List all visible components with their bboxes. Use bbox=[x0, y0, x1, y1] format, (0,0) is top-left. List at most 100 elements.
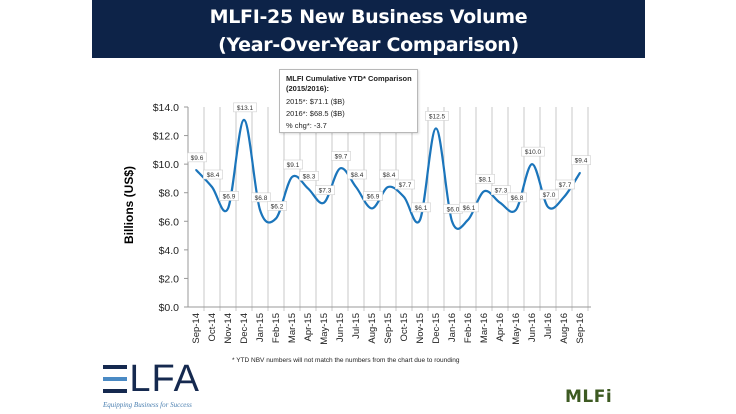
data-label-box bbox=[315, 185, 335, 196]
data-point bbox=[227, 207, 229, 210]
data-point bbox=[499, 201, 501, 204]
ytd-comparison-box: MLFI Cumulative YTD* Comparison (2015/20… bbox=[279, 69, 418, 133]
y-tick-label: $4.0 bbox=[159, 245, 180, 257]
data-point bbox=[195, 169, 197, 171]
data-label-box bbox=[283, 159, 303, 170]
y-tick-label: $6.0 bbox=[159, 216, 180, 228]
data-point bbox=[339, 167, 341, 170]
footnote: * YTD NBV numbers will not match the num… bbox=[232, 357, 460, 364]
y-axis-label: Billions (US$) bbox=[122, 165, 136, 245]
x-tick-label: Aug-16 bbox=[559, 313, 570, 344]
elfa-logo-text: ELFA bbox=[103, 360, 200, 398]
x-tick-label: Nov-15 bbox=[415, 313, 426, 344]
x-tick-label: Dec-14 bbox=[239, 313, 250, 344]
data-label: $7.7 bbox=[559, 182, 572, 189]
elfa-stripe-bottom bbox=[103, 389, 127, 393]
y-tick-label: $2.0 bbox=[159, 273, 180, 285]
data-label-box bbox=[491, 185, 511, 196]
data-label-box bbox=[267, 201, 287, 211]
x-tick-label: Jun-16 bbox=[527, 313, 538, 342]
data-point bbox=[419, 219, 421, 221]
elfa-tagline: Equipping Business for Success bbox=[103, 401, 192, 409]
data-label: $6.0 bbox=[447, 206, 460, 213]
data-label: $7.0 bbox=[543, 192, 556, 199]
data-label: $6.1 bbox=[463, 205, 476, 212]
data-label-box bbox=[425, 111, 449, 121]
data-label-box bbox=[331, 151, 351, 161]
elfa-logo-letters: LFA bbox=[129, 358, 200, 400]
x-tick-label: Apr-15 bbox=[303, 313, 314, 342]
data-label-box bbox=[347, 169, 367, 180]
data-label: $6.8 bbox=[511, 195, 524, 202]
x-tick-label: Aug-15 bbox=[367, 313, 378, 344]
data-label-box bbox=[251, 192, 271, 203]
data-label-box bbox=[411, 202, 431, 213]
data-label-box bbox=[187, 152, 207, 163]
data-point bbox=[211, 186, 213, 188]
x-tick-label: Jul-15 bbox=[351, 313, 362, 339]
data-point bbox=[355, 186, 357, 188]
data-label: $10.0 bbox=[525, 149, 542, 156]
x-tick-label: Feb-16 bbox=[463, 313, 474, 343]
x-tick-label: Sep-16 bbox=[575, 313, 586, 344]
data-label-box bbox=[219, 191, 239, 201]
data-label-box bbox=[395, 179, 415, 190]
y-tick-label: $10.0 bbox=[153, 159, 179, 171]
data-point bbox=[275, 217, 277, 220]
data-label-box bbox=[299, 171, 319, 181]
data-label-box bbox=[459, 202, 479, 213]
data-label: $9.1 bbox=[287, 162, 300, 169]
x-tick-label: Feb-15 bbox=[271, 313, 282, 343]
x-tick-label: May-16 bbox=[511, 313, 522, 345]
data-label: $9.7 bbox=[335, 153, 348, 160]
y-tick-label: $8.0 bbox=[159, 188, 180, 200]
data-label: $13.1 bbox=[237, 105, 254, 112]
data-point bbox=[579, 171, 581, 174]
x-tick-label: Nov-14 bbox=[223, 313, 234, 344]
data-label-box bbox=[203, 169, 223, 180]
chart-title-line1: MLFI-25 New Business Volume bbox=[209, 6, 528, 28]
data-label: $7.3 bbox=[495, 188, 508, 195]
data-label: $12.5 bbox=[429, 113, 446, 120]
data-point bbox=[515, 209, 517, 211]
data-label: $8.1 bbox=[479, 176, 492, 183]
data-point bbox=[451, 220, 453, 223]
x-tick-label: May-15 bbox=[319, 313, 330, 345]
mlfi-logo: MLFi bbox=[565, 387, 613, 407]
x-tick-label: Jun-15 bbox=[335, 313, 346, 342]
x-tick-label: Mar-16 bbox=[479, 313, 490, 343]
data-point bbox=[259, 209, 261, 211]
data-label: $9.6 bbox=[191, 155, 204, 162]
x-tick-label: Sep-15 bbox=[383, 313, 394, 344]
data-point bbox=[531, 163, 533, 165]
data-point bbox=[323, 201, 325, 204]
x-tick-label: Jan-16 bbox=[447, 313, 458, 342]
x-tick-label: Jul-16 bbox=[543, 313, 554, 339]
data-label: $6.9 bbox=[223, 193, 236, 200]
ytd-pct-change: % chg*: -3.7 bbox=[286, 121, 327, 130]
data-label-box bbox=[379, 169, 399, 180]
elfa-stripe-middle bbox=[103, 377, 127, 381]
data-label-box bbox=[521, 146, 545, 157]
data-label: $9.4 bbox=[575, 158, 588, 165]
data-point bbox=[467, 219, 469, 221]
title-banner: MLFI-25 New Business Volume (Year-Over-Y… bbox=[92, 0, 645, 58]
data-label: $8.4 bbox=[351, 172, 364, 179]
data-label-box bbox=[571, 155, 591, 166]
data-point bbox=[547, 206, 549, 208]
y-tick-label: $12.0 bbox=[153, 131, 179, 143]
x-tick-label: Jan-15 bbox=[255, 313, 266, 342]
data-label: $8.3 bbox=[303, 173, 316, 180]
elfa-logo: ELFA Equipping Business for Success bbox=[103, 360, 213, 410]
x-tick-label: Apr-16 bbox=[495, 313, 506, 342]
elfa-stripe-top bbox=[103, 365, 127, 369]
x-tick-label: Mar-15 bbox=[287, 313, 298, 343]
data-label: $6.1 bbox=[415, 205, 428, 212]
data-label-box bbox=[555, 179, 575, 190]
x-tick-label: Dec-15 bbox=[431, 313, 442, 344]
data-point bbox=[291, 176, 293, 178]
data-label-box bbox=[507, 192, 527, 203]
data-point bbox=[563, 196, 565, 198]
data-label-box bbox=[475, 173, 495, 184]
